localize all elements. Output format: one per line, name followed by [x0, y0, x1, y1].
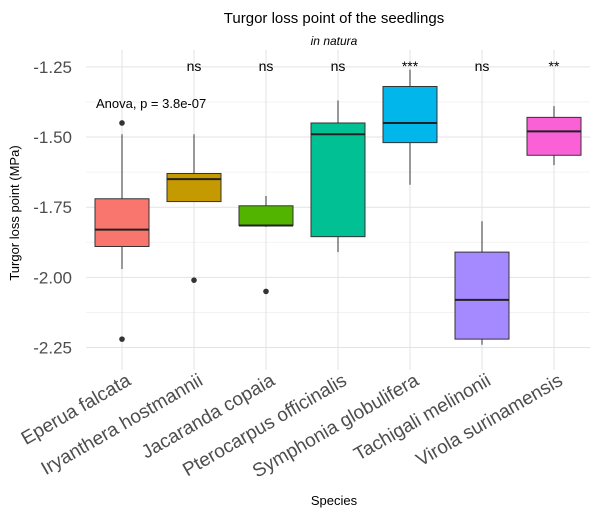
box-group: [94, 120, 150, 342]
box: [454, 251, 510, 340]
box-group: [238, 195, 294, 295]
box-group: [454, 221, 510, 345]
outlier-point: [263, 288, 269, 295]
significance-label: ns: [331, 58, 346, 74]
box: [310, 122, 366, 238]
box: [166, 173, 222, 203]
significance-label: **: [549, 58, 560, 74]
box-group: [526, 106, 582, 166]
box: [382, 85, 438, 144]
box-group: [382, 69, 438, 185]
box-group: [166, 134, 222, 283]
significance-label: ns: [475, 58, 490, 74]
significance-label: ns: [259, 58, 274, 74]
box: [526, 116, 582, 156]
significance-label: ***: [402, 58, 419, 74]
anova-annotation: Anova, p = 3.8e-07: [96, 96, 206, 111]
outlier-point: [119, 336, 125, 342]
box-group: [310, 100, 366, 253]
chart-title: Turgor loss point of the seedlings: [224, 10, 444, 27]
y-tick-label: -1.75: [33, 198, 72, 217]
box: [238, 205, 294, 226]
outlier-point: [191, 277, 197, 283]
y-tick-label: -1.50: [33, 128, 72, 147]
x-axis-label: Species: [311, 493, 358, 508]
y-tick-label: -1.25: [33, 58, 72, 77]
box: [94, 198, 150, 247]
y-tick-label: -2.25: [33, 339, 72, 358]
significance-label: ns: [187, 58, 202, 74]
outlier-point: [119, 120, 125, 126]
y-axis-label: Turgor loss point (MPa): [7, 145, 22, 280]
y-tick-label: -2.00: [33, 268, 72, 287]
box-layer: [94, 69, 582, 345]
chart-subtitle: in natura: [311, 34, 358, 48]
